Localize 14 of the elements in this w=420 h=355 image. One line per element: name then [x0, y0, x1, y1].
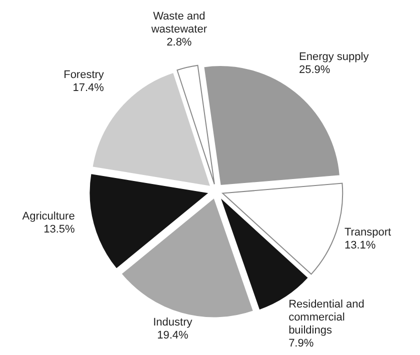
- slice-label: Energy supply: [299, 50, 370, 63]
- slice-label: Residential and commercial buildings: [288, 298, 364, 337]
- slice-label: Industry: [153, 316, 193, 329]
- slice-label: Agriculture: [22, 210, 75, 223]
- data-label: 13.5%: [44, 224, 76, 236]
- slice-label: Waste and wastewater: [150, 10, 208, 36]
- data-label: 19.4%: [157, 330, 189, 342]
- data-label: 2.8%: [166, 36, 192, 49]
- slice-label: Transport: [344, 226, 392, 238]
- data-label: 25.9%: [299, 64, 330, 76]
- data-label: 17.4%: [72, 82, 104, 94]
- data-label: 7.9%: [288, 338, 314, 350]
- data-label: 13.1%: [344, 239, 376, 252]
- slice-label: Forestry: [64, 69, 104, 82]
